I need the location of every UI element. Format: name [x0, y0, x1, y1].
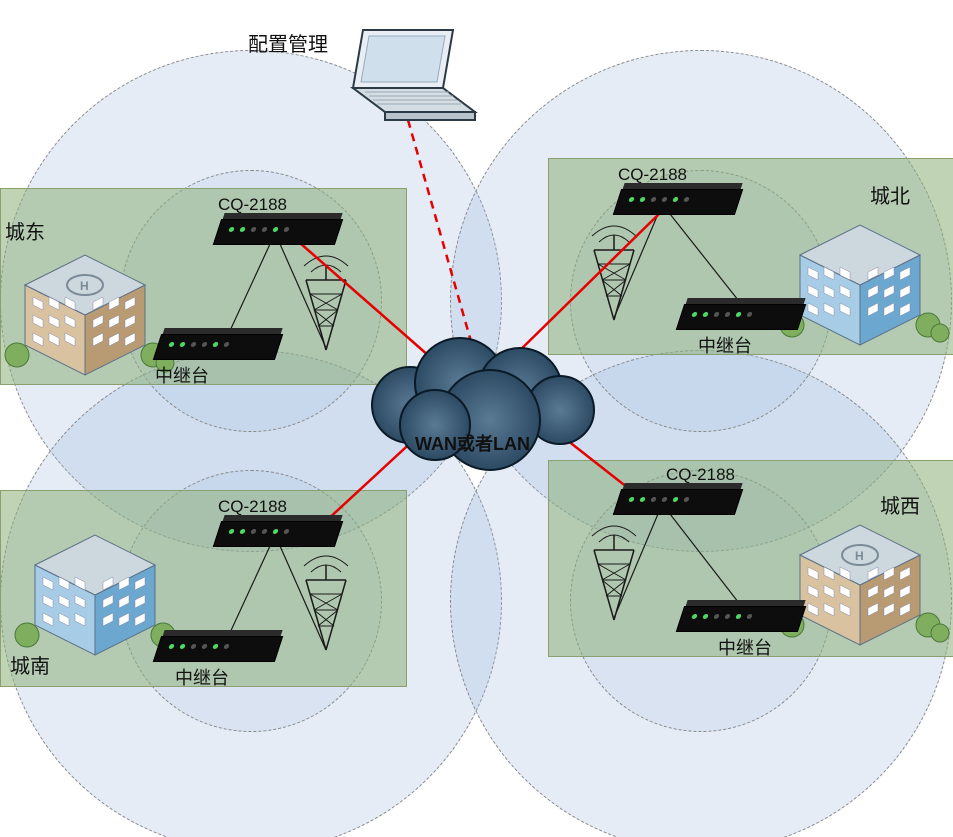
text-label: WAN或者LAN — [415, 430, 530, 456]
text-label: 中继台 — [175, 664, 229, 690]
text-label: 中继台 — [155, 362, 209, 388]
network-diagram: HH配置管理WAN或者LAN城东CQ-2188中继台城北CQ-2188中继台城南… — [0, 0, 953, 837]
rack-device — [217, 219, 337, 251]
text-label: 城东 — [5, 216, 45, 245]
rack-device — [217, 521, 337, 553]
text-label: CQ-2188 — [218, 195, 287, 215]
text-label: 城西 — [880, 490, 920, 519]
text-label: 城南 — [10, 650, 50, 679]
text-label: CQ-2188 — [618, 165, 687, 185]
rack-device — [617, 489, 737, 521]
text-label: 城北 — [870, 180, 910, 209]
rack-device — [617, 189, 737, 221]
text-label: 中继台 — [718, 634, 772, 660]
text-label: 中继台 — [698, 332, 752, 358]
text-label: CQ-2188 — [218, 497, 287, 517]
text-label: 配置管理 — [248, 28, 328, 57]
text-label: CQ-2188 — [666, 465, 735, 485]
